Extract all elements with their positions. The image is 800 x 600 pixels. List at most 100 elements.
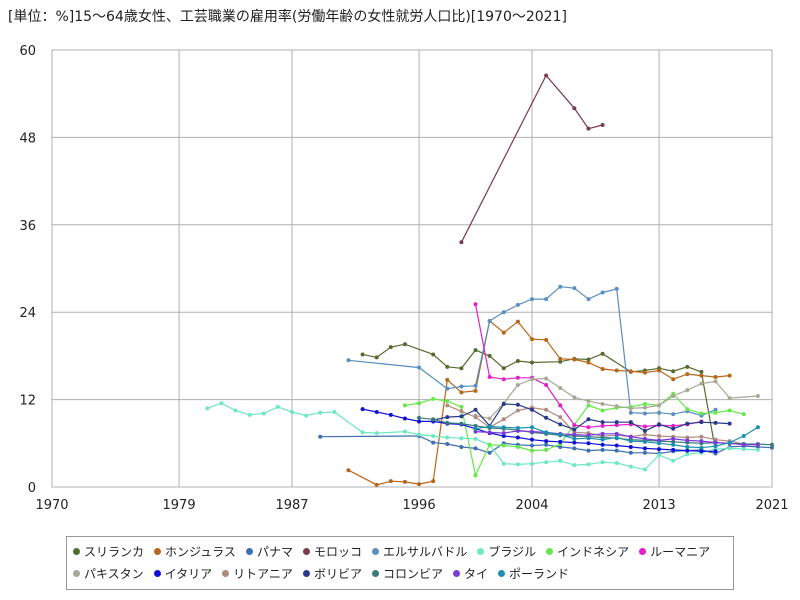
- y-tick-label: 36: [19, 219, 36, 234]
- data-point: [600, 351, 605, 356]
- data-point: [558, 458, 563, 463]
- data-point: [572, 432, 577, 437]
- data-point: [346, 468, 351, 473]
- legend-marker: [477, 547, 485, 555]
- data-point: [515, 375, 520, 380]
- data-point: [459, 404, 464, 409]
- data-point: [515, 426, 520, 431]
- data-point: [685, 364, 690, 369]
- y-tick-label: 12: [19, 394, 36, 409]
- data-point: [515, 462, 520, 467]
- data-point: [572, 440, 577, 445]
- data-point: [530, 407, 534, 412]
- data-point: [346, 358, 351, 363]
- legend-item: エルサルバドル: [371, 540, 467, 562]
- data-point: [600, 447, 605, 452]
- data-point: [642, 432, 647, 437]
- data-point: [402, 416, 407, 421]
- data-point: [473, 473, 478, 478]
- data-point: [459, 409, 464, 414]
- legend-item: コロンビア: [371, 562, 443, 584]
- data-point: [741, 442, 746, 447]
- data-point: [290, 409, 294, 414]
- data-point: [628, 369, 633, 374]
- plot-area: [51, 49, 773, 488]
- legend-marker: [452, 569, 460, 577]
- data-point: [600, 431, 605, 436]
- legend-marker: [546, 547, 554, 555]
- x-tick-label: 2013: [643, 498, 676, 513]
- data-point: [515, 435, 520, 440]
- data-point: [431, 479, 436, 484]
- data-point: [515, 402, 520, 407]
- data-point: [727, 396, 732, 401]
- x-tick-label: 1979: [163, 498, 196, 513]
- data-point: [501, 417, 506, 422]
- legend-item: タイ: [452, 562, 488, 584]
- data-point: [671, 447, 676, 452]
- legend-marker: [302, 569, 310, 577]
- data-point: [544, 447, 549, 452]
- data-point: [544, 430, 549, 435]
- data-point: [642, 436, 647, 441]
- data-point: [544, 337, 549, 342]
- data-point: [642, 428, 647, 433]
- data-point: [671, 412, 676, 417]
- data-point: [586, 357, 591, 362]
- data-point: [572, 427, 577, 432]
- data-point: [713, 379, 718, 384]
- legend-label: ポーランド: [508, 566, 569, 581]
- data-point: [473, 426, 478, 431]
- data-point: [685, 438, 690, 443]
- legend-marker: [371, 547, 379, 555]
- data-point: [699, 434, 704, 439]
- y-tick-label: 24: [19, 306, 36, 321]
- data-point: [657, 441, 662, 446]
- data-point: [642, 450, 647, 455]
- data-point: [459, 436, 464, 441]
- data-point: [445, 364, 450, 369]
- data-point: [275, 404, 280, 409]
- x-tick-label: 2021: [755, 498, 788, 513]
- data-point: [770, 442, 774, 447]
- data-point: [586, 433, 591, 438]
- legend-label: ブラジル: [488, 544, 537, 559]
- data-point: [374, 355, 379, 360]
- data-point: [600, 123, 605, 128]
- data-point: [544, 439, 549, 444]
- data-point: [572, 423, 577, 428]
- data-point: [247, 412, 252, 417]
- data-point: [657, 368, 662, 373]
- data-point: [628, 444, 633, 449]
- data-point: [628, 439, 633, 444]
- data-point: [473, 429, 478, 434]
- data-point: [544, 383, 549, 388]
- data-point: [741, 434, 746, 439]
- data-point: [572, 357, 577, 362]
- data-point: [487, 442, 492, 447]
- data-point: [755, 442, 760, 447]
- data-point: [459, 366, 464, 371]
- series-line: [207, 402, 758, 471]
- data-point: [388, 479, 393, 484]
- data-point: [671, 458, 676, 463]
- data-point: [501, 425, 506, 430]
- data-point: [558, 359, 563, 364]
- data-point: [431, 352, 436, 357]
- data-point: [473, 436, 478, 441]
- data-point: [614, 443, 619, 448]
- data-point: [501, 366, 506, 371]
- legend-item: ホンジュラス: [154, 540, 236, 562]
- data-point: [727, 373, 732, 378]
- data-point: [699, 420, 704, 425]
- data-point: [515, 302, 520, 307]
- legend-marker: [222, 569, 230, 577]
- data-point: [586, 462, 591, 467]
- data-point: [741, 412, 746, 417]
- data-point: [614, 423, 619, 428]
- legend-item: パナマ: [245, 540, 293, 562]
- data-point: [614, 435, 619, 440]
- data-point: [459, 421, 464, 426]
- data-point: [417, 419, 422, 424]
- data-point: [699, 411, 704, 416]
